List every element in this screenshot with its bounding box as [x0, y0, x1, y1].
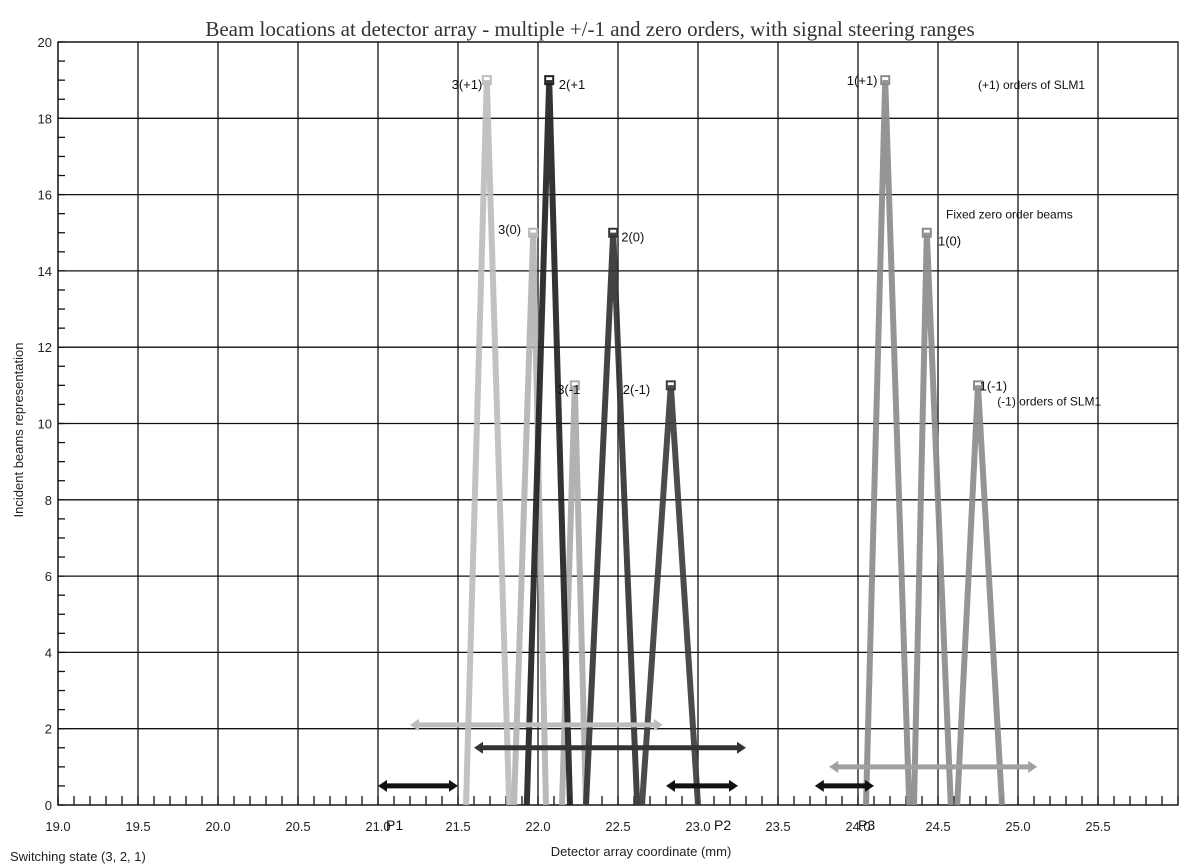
plot-frame — [57, 41, 1179, 806]
beam-series — [463, 75, 1005, 806]
x-tick-label: 25.0 — [1005, 819, 1030, 834]
annotation-text: (-1) orders of SLM1 — [997, 395, 1101, 409]
y-tick-label: 10 — [38, 417, 52, 432]
position-label: P1 — [386, 817, 403, 833]
peak-label: 3(+1) — [452, 77, 483, 92]
footer-label: Switching state (3, 2, 1) — [10, 849, 146, 864]
range-arrowhead-right — [729, 779, 738, 792]
annotation-text: (+1) orders of SLM1 — [978, 78, 1085, 92]
beam-series-line — [911, 232, 954, 806]
x-tick-label: 21.5 — [445, 819, 470, 834]
beam-peak-marker — [481, 75, 492, 86]
range-arrowhead-left — [474, 741, 483, 754]
beam-series-line — [511, 232, 549, 806]
peak-label: 2(+1 — [559, 77, 585, 92]
position-label: P3 — [858, 817, 875, 833]
peak-label: 3(-1 — [557, 382, 580, 397]
y-tick-label: 12 — [38, 340, 52, 355]
y-tick-label: 8 — [45, 493, 52, 508]
x-tick-label: 24.5 — [925, 819, 950, 834]
beam-peak-marker — [528, 227, 539, 238]
y-axis-label: Incident beams representation — [11, 343, 26, 518]
beam-peak-marker — [973, 380, 983, 391]
beam-series-line — [583, 232, 641, 806]
x-tick-label: 24.0 — [845, 819, 870, 834]
x-tick-label: 22.5 — [605, 819, 630, 834]
beam-peak-marker — [665, 380, 676, 391]
beam-peak-marker — [544, 75, 555, 86]
y-tick-label: 16 — [38, 188, 52, 203]
range-arrowhead-right — [449, 779, 458, 792]
range-arrowhead-left — [378, 779, 387, 792]
range-arrowhead-left — [666, 779, 675, 792]
peak-label: 3(0) — [498, 222, 521, 237]
minor-ticks — [57, 41, 1179, 806]
steering-ranges — [378, 718, 1038, 792]
beam-series-line — [639, 385, 701, 806]
beam-series-line — [463, 80, 513, 806]
y-tick-labels: 0 2 4 6 8 10 12 14 16 18 20 — [38, 35, 52, 813]
beam-peak-marker — [921, 227, 932, 238]
x-tick-label: 20.5 — [285, 819, 310, 834]
beam-series-line — [954, 385, 1005, 806]
beam-series-line — [863, 80, 913, 806]
x-tick-label: 25.5 — [1085, 819, 1110, 834]
x-tick-label: 23.5 — [765, 819, 790, 834]
position-label: P2 — [714, 817, 731, 833]
x-tick-label: 21.0 — [365, 819, 390, 834]
x-tick-label: 23.0 — [685, 819, 710, 834]
annotations: (+1) orders of SLM1 Fixed zero order beam… — [946, 78, 1102, 409]
beam-peak-marker — [569, 380, 580, 391]
y-tick-label: 4 — [45, 645, 52, 660]
x-tick-labels: 19.0 19.5 20.0 20.5 21.0 21.5 22.0 22.5 23.0 23.5… — [45, 819, 1110, 834]
y-tick-label: 0 — [45, 798, 52, 813]
peak-label: 1(0) — [938, 233, 961, 248]
peak-label: 2(-1) — [623, 382, 650, 397]
beam-peak-marker — [608, 227, 619, 238]
beam-peak-marker — [880, 75, 891, 86]
y-tick-label: 2 — [45, 722, 52, 737]
chart-title: Beam locations at detector array - multi… — [205, 17, 974, 41]
range-arrowhead-right — [653, 718, 663, 731]
range-arrowhead-left — [410, 718, 419, 731]
peak-label: 1(-1) — [980, 378, 1007, 393]
y-tick-label: 6 — [45, 569, 52, 584]
y-tick-label: 18 — [38, 111, 52, 126]
y-tick-label: 14 — [38, 264, 52, 279]
x-tick-label: 19.5 — [125, 819, 150, 834]
range-arrowhead-right — [865, 779, 874, 792]
x-tick-label: 19.0 — [45, 819, 70, 834]
x-tick-label: 22.0 — [525, 819, 550, 834]
range-arrowhead-right — [737, 741, 746, 754]
peak-label: 1(+1) — [847, 73, 878, 88]
x-axis-label: Detector array coordinate (mm) — [551, 844, 732, 859]
annotation-text: Fixed zero order beams — [946, 208, 1073, 222]
peak-labels: 3(+1) 2(+1 3(0) 2(0) 3(-1 2(-1) 1(+1) 1(0) 1(-1) — [452, 73, 1007, 397]
beam-series-line — [523, 80, 573, 806]
range-arrowhead-right — [1028, 760, 1038, 773]
y-tick-label: 20 — [38, 35, 52, 50]
range-arrowhead-left — [829, 760, 839, 773]
peak-label: 2(0) — [621, 230, 644, 245]
range-arrowhead-left — [814, 779, 824, 792]
x-tick-label: 20.0 — [205, 819, 230, 834]
position-labels: P1 P2 P3 — [386, 817, 875, 833]
